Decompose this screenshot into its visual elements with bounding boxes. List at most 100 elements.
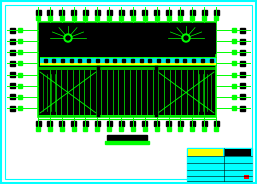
Bar xyxy=(178,10,183,15)
Bar xyxy=(240,72,245,77)
Bar xyxy=(38,22,216,117)
Bar xyxy=(35,121,41,126)
Bar xyxy=(190,127,194,131)
Bar xyxy=(232,106,236,110)
Bar xyxy=(10,94,15,99)
Bar xyxy=(240,50,245,55)
Bar xyxy=(59,10,64,15)
Circle shape xyxy=(182,34,190,42)
Bar xyxy=(113,59,116,61)
Bar xyxy=(202,16,206,20)
Bar xyxy=(214,16,218,20)
Bar xyxy=(214,10,218,15)
Bar xyxy=(60,127,64,131)
Bar xyxy=(190,121,195,126)
Bar xyxy=(240,39,245,44)
Bar xyxy=(10,72,15,77)
Circle shape xyxy=(184,36,188,40)
Bar xyxy=(36,16,40,20)
Bar xyxy=(240,27,245,33)
Bar xyxy=(188,149,223,156)
Bar xyxy=(122,59,125,61)
Bar xyxy=(155,16,159,20)
Bar xyxy=(70,59,73,61)
Bar xyxy=(95,16,99,20)
Bar xyxy=(105,59,108,61)
Bar xyxy=(240,61,245,66)
Bar xyxy=(78,59,81,61)
Bar xyxy=(143,127,147,131)
Bar xyxy=(48,16,52,20)
Bar xyxy=(190,10,195,15)
Bar xyxy=(95,127,99,131)
Bar xyxy=(119,127,123,131)
Bar xyxy=(154,10,159,15)
Bar xyxy=(232,28,236,32)
Bar xyxy=(18,84,22,88)
Bar xyxy=(35,10,41,15)
Bar xyxy=(166,121,171,126)
Bar xyxy=(167,127,171,131)
Bar xyxy=(10,50,15,55)
Bar xyxy=(107,10,112,15)
Bar xyxy=(10,27,15,33)
Bar xyxy=(18,28,22,32)
Bar xyxy=(96,59,99,61)
Bar xyxy=(18,106,22,110)
Bar xyxy=(154,121,159,126)
Bar xyxy=(60,16,64,20)
Bar xyxy=(18,50,22,54)
Bar xyxy=(192,59,195,61)
Bar xyxy=(40,57,216,65)
Bar xyxy=(72,127,76,131)
Bar xyxy=(240,94,245,99)
Bar xyxy=(18,72,22,77)
Bar xyxy=(107,135,147,140)
Bar xyxy=(43,59,47,61)
Bar xyxy=(84,127,87,131)
Bar xyxy=(225,149,251,156)
Bar xyxy=(167,16,171,20)
Bar xyxy=(105,141,149,144)
Bar xyxy=(71,121,76,126)
Bar xyxy=(202,127,206,131)
Bar xyxy=(178,121,183,126)
Bar xyxy=(107,121,112,126)
Bar xyxy=(119,16,123,20)
Bar xyxy=(209,59,213,61)
Bar xyxy=(143,16,147,20)
Circle shape xyxy=(66,36,70,40)
Bar xyxy=(244,175,249,179)
Bar xyxy=(95,10,100,15)
Bar xyxy=(36,127,40,131)
Bar xyxy=(190,16,194,20)
Bar xyxy=(18,39,22,43)
Bar xyxy=(10,105,15,111)
Bar xyxy=(10,39,15,44)
Bar xyxy=(107,16,111,20)
Bar xyxy=(155,127,159,131)
Bar xyxy=(187,148,252,181)
Bar xyxy=(47,121,52,126)
Bar xyxy=(214,127,218,131)
Bar xyxy=(166,59,169,61)
Bar xyxy=(142,121,147,126)
Bar xyxy=(240,105,245,111)
Bar xyxy=(175,59,178,61)
Bar xyxy=(131,10,135,15)
Circle shape xyxy=(64,34,72,42)
Bar xyxy=(142,10,147,15)
Bar xyxy=(83,10,88,15)
Bar xyxy=(84,16,87,20)
Bar xyxy=(202,121,207,126)
Bar xyxy=(118,10,124,15)
Bar xyxy=(10,83,15,88)
Bar xyxy=(240,83,245,88)
Bar xyxy=(118,121,124,126)
Bar xyxy=(100,23,154,53)
Bar xyxy=(18,95,22,99)
Bar xyxy=(52,59,55,61)
Bar xyxy=(10,61,15,66)
Bar xyxy=(131,121,135,126)
Bar xyxy=(232,72,236,77)
